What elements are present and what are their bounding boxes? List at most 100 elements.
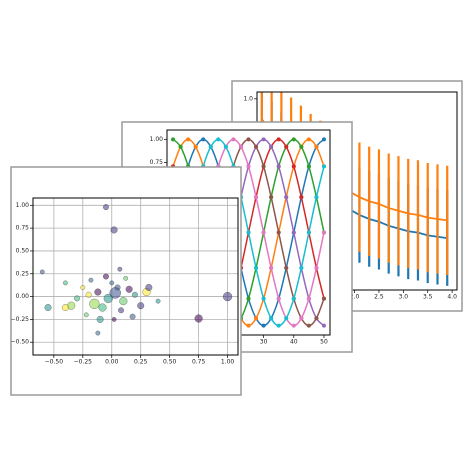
bubble <box>110 226 118 234</box>
bubble <box>62 280 68 286</box>
y-tick-label: 0.25 <box>16 270 30 277</box>
bubble <box>95 330 101 336</box>
bubble <box>44 303 52 312</box>
bubble <box>94 288 102 296</box>
point <box>269 144 274 149</box>
x-tick-label: 0.50 <box>163 359 177 366</box>
point <box>276 164 281 169</box>
point <box>269 316 274 321</box>
point <box>246 296 251 301</box>
bubble <box>98 303 107 312</box>
point <box>284 265 289 270</box>
point <box>178 144 183 149</box>
x-tick-label: 2.5 <box>374 294 384 301</box>
y-tick-label: 1.00 <box>150 136 164 143</box>
point <box>193 144 198 149</box>
point <box>314 316 319 321</box>
point <box>306 230 311 235</box>
bubble <box>131 291 138 298</box>
x-tick-label: 0.75 <box>192 359 206 366</box>
point <box>246 164 251 169</box>
bubble <box>155 298 161 304</box>
x-tick-label: 0.00 <box>105 359 119 366</box>
point <box>201 137 206 142</box>
point <box>284 316 289 321</box>
x-tick-label: 40 <box>290 339 298 346</box>
axes-frame <box>32 197 239 356</box>
point <box>276 230 281 235</box>
point <box>321 164 326 169</box>
y-tick-label: 1.00 <box>16 202 30 209</box>
point <box>261 323 266 328</box>
bubble <box>222 291 233 302</box>
point <box>261 230 266 235</box>
x-tick-label: 2.0 <box>350 294 360 301</box>
x-tick-label: 30 <box>260 339 268 346</box>
point <box>291 296 296 301</box>
y-tick-label: −0.25 <box>11 316 30 323</box>
bubble <box>80 285 86 290</box>
point <box>246 323 251 328</box>
point <box>321 230 326 235</box>
bubble <box>88 277 94 283</box>
x-tick-label: 50 <box>320 339 328 346</box>
point <box>299 316 304 321</box>
point <box>254 316 259 321</box>
point <box>291 323 296 328</box>
point <box>254 195 259 200</box>
bubble <box>109 287 121 299</box>
bubble <box>145 283 153 292</box>
plot-area <box>39 204 233 336</box>
y-tick-label: 0.75 <box>16 225 30 232</box>
point <box>314 265 319 270</box>
point <box>171 137 176 142</box>
bubble <box>123 275 129 281</box>
point <box>284 144 289 149</box>
point <box>314 144 319 149</box>
point <box>299 195 304 200</box>
point <box>261 164 266 169</box>
bubble <box>119 297 128 306</box>
y-tick-label: 0.00 <box>16 293 30 300</box>
bubble <box>109 280 115 286</box>
x-tick-label: 1.00 <box>221 359 235 366</box>
point <box>321 296 326 301</box>
bubble <box>74 295 81 302</box>
point <box>276 323 281 328</box>
bubble <box>125 285 133 293</box>
y-tick-label: 0.75 <box>150 159 164 166</box>
point <box>276 137 281 142</box>
bubble <box>39 269 45 275</box>
point <box>246 137 251 142</box>
point <box>208 144 213 149</box>
point <box>186 137 191 142</box>
y-tick-label: 0.50 <box>16 247 30 254</box>
point <box>246 230 251 235</box>
chart-window: −0.50 −0.25 0.00 0.25 0.50 0.75 1.00 −0.50 −0.25… <box>10 166 242 396</box>
point <box>254 265 259 270</box>
point <box>299 144 304 149</box>
x-tick-label: 3.5 <box>423 294 433 301</box>
point <box>291 137 296 142</box>
point <box>284 195 289 200</box>
bubble <box>129 313 136 320</box>
point <box>299 265 304 270</box>
bubble <box>85 291 92 298</box>
point <box>314 195 319 200</box>
bubble <box>118 307 125 314</box>
x-tick-label: −0.50 <box>45 359 64 366</box>
x-tick-label: 4.0 <box>447 294 457 301</box>
bubble <box>117 266 123 272</box>
bubble <box>137 302 145 310</box>
point <box>223 144 228 149</box>
bubble <box>102 273 109 280</box>
point <box>216 137 221 142</box>
point <box>291 164 296 169</box>
point <box>321 323 326 328</box>
bubble <box>96 315 104 323</box>
point <box>254 144 259 149</box>
point <box>306 164 311 169</box>
point <box>269 195 274 200</box>
point <box>261 137 266 142</box>
